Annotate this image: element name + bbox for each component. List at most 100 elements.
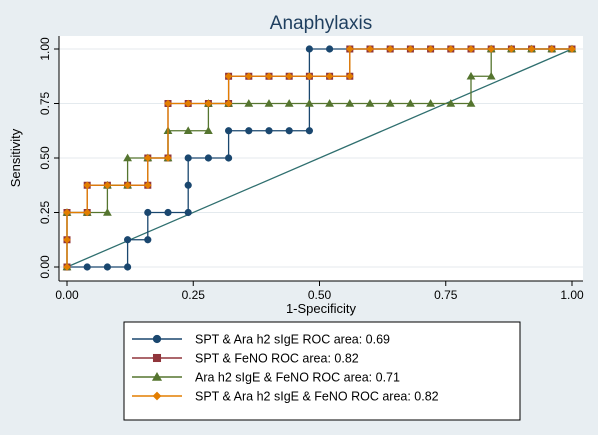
x-tick-label: 0.00 bbox=[55, 288, 79, 302]
x-ticks: 0.00 0.25 0.50 0.75 1.00 bbox=[55, 281, 584, 302]
y-axis-label: Sensitivity bbox=[8, 128, 23, 187]
data-point bbox=[486, 71, 496, 80]
data-point bbox=[284, 99, 294, 107]
data-point bbox=[184, 208, 192, 217]
data-point bbox=[225, 127, 233, 135]
data-point bbox=[204, 99, 213, 108]
data-point bbox=[184, 154, 192, 162]
data-point bbox=[346, 72, 354, 81]
data-point bbox=[305, 45, 313, 53]
data-point bbox=[63, 235, 71, 244]
data-point bbox=[103, 263, 111, 271]
series-diamond bbox=[63, 45, 576, 271]
data-point bbox=[265, 72, 273, 81]
data-point bbox=[548, 45, 556, 53]
y-tick-label: 0.25 bbox=[38, 200, 52, 224]
data-point bbox=[487, 45, 495, 53]
chart-title: Anaphylaxis bbox=[270, 13, 372, 34]
data-point bbox=[184, 181, 192, 189]
legend-item: Ara h2 sIgE & FeNO ROC area: 0.71 bbox=[132, 371, 400, 385]
data-point bbox=[386, 45, 394, 53]
data-point bbox=[345, 99, 355, 107]
legend-item: SPT & Ara h2 sIgE ROC area: 0.69 bbox=[132, 333, 390, 347]
data-point bbox=[326, 45, 334, 53]
data-point bbox=[144, 154, 152, 162]
data-point bbox=[164, 208, 172, 217]
data-point bbox=[164, 99, 172, 108]
data-point bbox=[466, 99, 476, 107]
y-tick-label: 0.00 bbox=[38, 255, 52, 279]
data-point bbox=[204, 154, 212, 162]
data-point bbox=[527, 45, 536, 53]
data-point bbox=[63, 208, 71, 217]
x-tick-label: 0.75 bbox=[434, 288, 458, 302]
data-point bbox=[83, 208, 91, 217]
data-point bbox=[507, 45, 516, 53]
data-point bbox=[224, 72, 233, 81]
data-point bbox=[183, 126, 193, 135]
data-point bbox=[144, 181, 152, 190]
data-point bbox=[467, 45, 475, 53]
data-point bbox=[385, 99, 395, 107]
legend-item: SPT & FeNO ROC area: 0.82 bbox=[132, 352, 359, 366]
data-point bbox=[152, 391, 162, 401]
data-point bbox=[83, 181, 91, 190]
data-point bbox=[245, 127, 253, 135]
data-point bbox=[184, 99, 192, 108]
legend-label: SPT & Ara h2 sIgE ROC area: 0.69 bbox=[195, 333, 390, 347]
data-point bbox=[406, 45, 415, 53]
legend-label: Ara h2 sIgE & FeNO ROC area: 0.71 bbox=[195, 371, 400, 385]
data-point bbox=[366, 45, 374, 53]
data-point bbox=[285, 72, 293, 81]
data-point bbox=[124, 236, 132, 244]
data-point bbox=[406, 99, 415, 107]
x-tick-label: 0.50 bbox=[308, 288, 332, 302]
series-layer bbox=[62, 44, 577, 271]
data-point bbox=[152, 353, 162, 363]
data-point bbox=[151, 371, 163, 381]
legend-label: SPT & FeNO ROC area: 0.82 bbox=[195, 352, 359, 366]
data-point bbox=[346, 45, 354, 53]
data-point bbox=[103, 208, 112, 216]
data-point bbox=[144, 208, 152, 217]
y-tick-label: 1.00 bbox=[38, 37, 52, 61]
data-point bbox=[144, 236, 152, 244]
data-point bbox=[204, 126, 213, 135]
reference-line bbox=[66, 48, 573, 268]
data-point bbox=[305, 127, 313, 135]
legend-item: SPT & Ara h2 sIgE & FeNO ROC area: 0.82 bbox=[132, 390, 439, 404]
data-point bbox=[285, 127, 293, 135]
data-point bbox=[152, 334, 162, 344]
y-ticks: 0.00 0.25 0.50 0.75 1.00 bbox=[38, 37, 59, 279]
x-tick-label: 0.25 bbox=[182, 288, 206, 302]
data-point bbox=[245, 72, 253, 81]
data-point bbox=[224, 99, 233, 108]
data-point bbox=[265, 127, 273, 135]
data-point bbox=[446, 99, 456, 107]
y-tick-label: 0.50 bbox=[38, 146, 52, 170]
data-point bbox=[103, 181, 112, 190]
data-point bbox=[123, 153, 132, 162]
data-point bbox=[124, 263, 132, 271]
legend-box bbox=[123, 321, 521, 421]
data-point bbox=[225, 154, 233, 162]
legend: SPT & Ara h2 sIgE ROC area: 0.69 SPT & Fe… bbox=[132, 333, 439, 404]
reference-line-group bbox=[66, 48, 573, 268]
y-tick-label: 0.75 bbox=[38, 91, 52, 115]
data-point bbox=[426, 99, 435, 107]
data-point bbox=[466, 71, 476, 80]
data-point bbox=[244, 99, 254, 107]
data-point bbox=[325, 72, 334, 81]
data-point bbox=[63, 263, 71, 271]
data-point bbox=[305, 72, 314, 81]
x-axis-label: 1-Specificity bbox=[286, 301, 357, 316]
data-point bbox=[365, 99, 375, 107]
data-point bbox=[325, 99, 334, 107]
data-point bbox=[164, 154, 172, 162]
data-point bbox=[83, 263, 91, 271]
data-point bbox=[568, 45, 576, 53]
data-point bbox=[305, 99, 314, 107]
legend-label: SPT & Ara h2 sIgE & FeNO ROC area: 0.82 bbox=[195, 390, 439, 404]
